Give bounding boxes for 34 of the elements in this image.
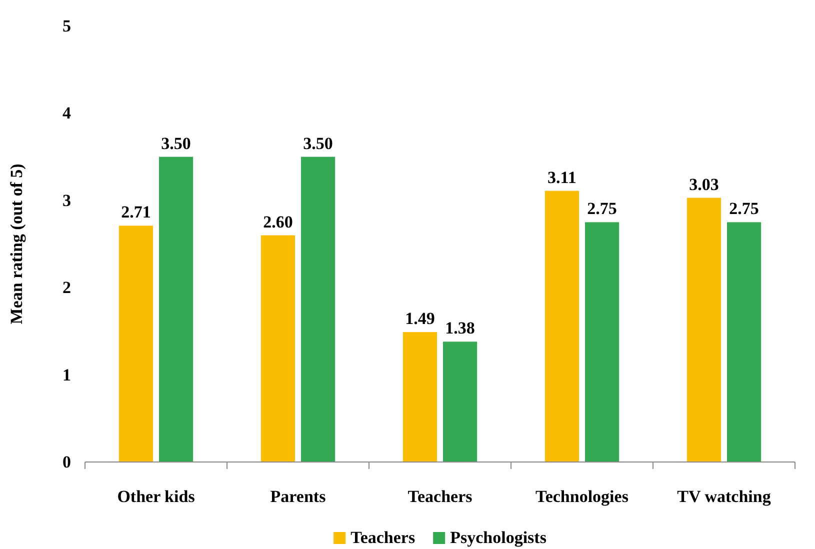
y-tick-label: 3 bbox=[62, 190, 71, 210]
bar bbox=[118, 226, 153, 462]
bar bbox=[159, 156, 194, 462]
bar bbox=[585, 222, 620, 462]
x-tick-label: Technologies bbox=[536, 487, 629, 506]
data-label: 2.60 bbox=[263, 212, 293, 232]
bar bbox=[727, 222, 762, 462]
bar bbox=[544, 190, 579, 462]
y-tick-label: 5 bbox=[62, 16, 71, 36]
data-label: 1.49 bbox=[405, 309, 435, 328]
x-tick-label: Teachers bbox=[408, 487, 473, 506]
bar bbox=[301, 156, 336, 462]
data-label: 3.50 bbox=[161, 134, 191, 153]
data-label: 3.11 bbox=[548, 168, 576, 187]
legend-label: Psychologists bbox=[450, 528, 547, 547]
bar bbox=[260, 235, 295, 462]
y-tick-label: 1 bbox=[62, 365, 71, 384]
legend-label: Teachers bbox=[350, 528, 416, 547]
data-label: 2.71 bbox=[121, 202, 151, 222]
data-label: 2.75 bbox=[587, 199, 617, 218]
data-label: 3.50 bbox=[303, 134, 333, 153]
bar bbox=[402, 332, 437, 462]
y-axis-title: Mean rating (out of 5) bbox=[7, 164, 26, 324]
bar bbox=[443, 342, 478, 462]
y-tick-label: 0 bbox=[62, 452, 71, 472]
data-label: 3.03 bbox=[689, 174, 719, 194]
data-label: 2.75 bbox=[729, 199, 759, 218]
x-tick-label: Parents bbox=[270, 487, 326, 506]
x-tick-label: TV watching bbox=[677, 487, 772, 506]
data-label: 1.38 bbox=[445, 318, 475, 338]
y-tick-label: 4 bbox=[62, 104, 72, 123]
bar bbox=[686, 198, 721, 462]
y-tick-label: 2 bbox=[62, 278, 71, 298]
x-tick-label: Other kids bbox=[117, 487, 196, 506]
